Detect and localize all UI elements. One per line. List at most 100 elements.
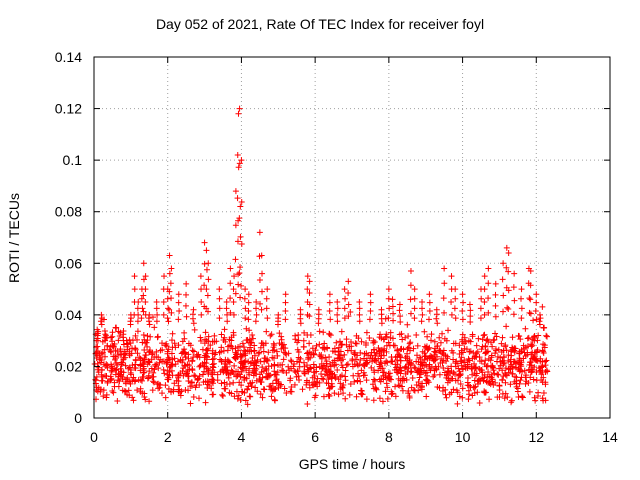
data-point <box>304 286 311 293</box>
data-point <box>292 336 299 343</box>
data-point <box>492 280 499 287</box>
data-point <box>152 361 159 368</box>
data-point <box>357 357 364 364</box>
data-point <box>232 188 239 195</box>
x-tick-label: 14 <box>602 429 618 445</box>
data-point <box>139 339 146 346</box>
data-point <box>127 321 134 328</box>
data-point <box>204 292 211 299</box>
data-point <box>426 299 433 306</box>
data-point <box>372 384 379 391</box>
data-point <box>422 370 429 377</box>
data-point <box>320 329 327 336</box>
data-point <box>210 355 217 362</box>
data-point <box>230 286 237 293</box>
data-point <box>216 315 223 322</box>
data-point <box>259 374 266 381</box>
data-point <box>356 298 363 305</box>
data-point <box>306 313 313 320</box>
data-point <box>345 313 352 320</box>
data-point <box>179 368 186 375</box>
data-point <box>124 341 131 348</box>
data-point <box>430 373 437 380</box>
data-point <box>148 365 155 372</box>
data-point <box>363 377 370 384</box>
data-point <box>478 367 485 374</box>
data-point <box>306 301 313 308</box>
data-point <box>397 318 404 325</box>
data-point <box>160 358 167 365</box>
data-point <box>251 347 258 354</box>
data-point <box>377 359 384 366</box>
data-point <box>518 315 525 322</box>
data-point <box>144 343 151 350</box>
data-point <box>459 316 466 323</box>
data-point <box>245 291 252 298</box>
data-point <box>521 349 528 356</box>
data-point <box>489 343 496 350</box>
data-point <box>119 387 126 394</box>
data-point <box>415 368 422 375</box>
data-point <box>498 340 505 347</box>
data-point <box>197 362 204 369</box>
data-point <box>223 370 230 377</box>
data-point <box>483 349 490 356</box>
data-point <box>255 350 262 357</box>
data-point <box>518 295 525 302</box>
data-point <box>272 371 279 378</box>
data-point <box>142 396 149 403</box>
data-point <box>311 394 318 401</box>
data-point <box>356 305 363 312</box>
data-point <box>326 307 333 314</box>
data-point <box>153 305 160 312</box>
data-point <box>531 394 538 401</box>
data-point <box>323 360 330 367</box>
data-point <box>440 384 447 391</box>
data-point <box>456 351 463 358</box>
data-point <box>428 331 435 338</box>
data-point <box>437 360 444 367</box>
data-point <box>396 352 403 359</box>
y-tick-label: 0.08 <box>55 204 82 220</box>
data-point <box>272 377 279 384</box>
data-point <box>510 311 517 318</box>
data-point <box>263 374 270 381</box>
data-point <box>363 340 370 347</box>
data-point <box>231 273 238 280</box>
data-point <box>444 379 451 386</box>
data-point <box>114 348 121 355</box>
data-point <box>313 342 320 349</box>
data-point <box>108 361 115 368</box>
data-point <box>516 359 523 366</box>
data-point <box>511 270 518 277</box>
data-point <box>256 229 263 236</box>
data-point <box>165 376 172 383</box>
data-point <box>368 364 375 371</box>
data-point <box>437 348 444 355</box>
data-point <box>193 352 200 359</box>
data-point <box>371 339 378 346</box>
data-point <box>353 340 360 347</box>
data-point <box>162 394 169 401</box>
data-point <box>441 265 448 272</box>
data-point <box>311 381 318 388</box>
data-point <box>175 342 182 349</box>
data-point <box>140 292 147 299</box>
data-point <box>505 352 512 359</box>
data-point <box>425 316 432 323</box>
data-point <box>467 338 474 345</box>
data-point <box>295 331 302 338</box>
data-point <box>338 357 345 364</box>
data-point <box>415 358 422 365</box>
data-point <box>120 356 127 363</box>
data-point <box>480 332 487 339</box>
data-point <box>383 358 390 365</box>
data-point <box>232 290 239 297</box>
data-point <box>154 334 161 341</box>
data-point <box>507 348 514 355</box>
data-point <box>430 357 437 364</box>
data-point <box>225 358 232 365</box>
data-point <box>404 355 411 362</box>
data-point <box>373 349 380 356</box>
data-point <box>257 344 264 351</box>
